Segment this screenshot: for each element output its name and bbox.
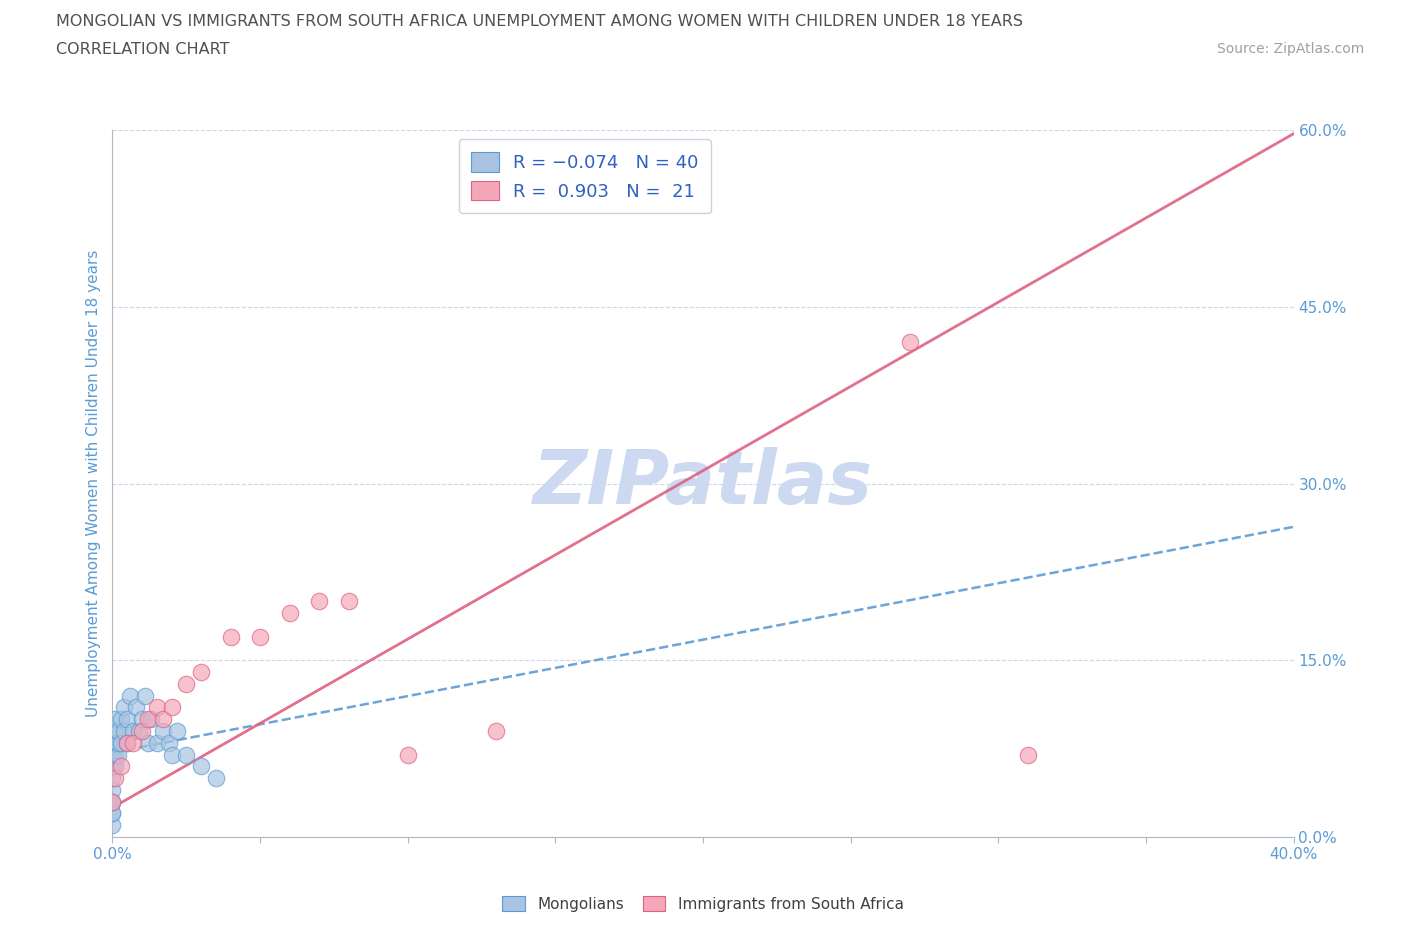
Point — [337, 594, 360, 609]
Point — [112, 700, 135, 715]
Text: ZIPatlas: ZIPatlas — [533, 447, 873, 520]
Point — [174, 676, 197, 691]
Point — [898, 335, 921, 350]
Point — [396, 747, 419, 762]
Point — [107, 736, 129, 751]
Point — [110, 711, 132, 726]
Point — [101, 794, 124, 809]
Point — [136, 711, 159, 726]
Point — [101, 794, 124, 809]
Point — [117, 736, 138, 751]
Point — [160, 747, 183, 762]
Point — [117, 736, 138, 751]
Point — [101, 771, 124, 786]
Point — [157, 736, 180, 751]
Point — [104, 736, 127, 751]
Point — [117, 711, 138, 726]
Text: Source: ZipAtlas.com: Source: ZipAtlas.com — [1216, 42, 1364, 56]
Point — [131, 711, 153, 726]
Text: CORRELATION CHART: CORRELATION CHART — [56, 42, 229, 57]
Point — [166, 724, 188, 738]
Point — [101, 794, 124, 809]
Point — [104, 711, 127, 726]
Point — [104, 747, 127, 762]
Point — [160, 700, 183, 715]
Point — [104, 759, 127, 774]
Point — [101, 747, 124, 762]
Point — [101, 817, 124, 832]
Point — [1017, 747, 1039, 762]
Point — [190, 759, 212, 774]
Point — [134, 688, 156, 703]
Point — [104, 724, 127, 738]
Point — [152, 711, 174, 726]
Point — [139, 711, 162, 726]
Point — [174, 747, 197, 762]
Point — [122, 724, 145, 738]
Point — [101, 736, 124, 751]
Point — [110, 736, 132, 751]
Point — [101, 782, 124, 797]
Point — [101, 806, 124, 821]
Point — [278, 605, 301, 620]
Point — [249, 630, 271, 644]
Point — [107, 747, 129, 762]
Point — [110, 759, 132, 774]
Point — [131, 724, 153, 738]
Point — [122, 736, 145, 751]
Point — [219, 630, 242, 644]
Point — [101, 759, 124, 774]
Point — [107, 724, 129, 738]
Legend: R = −0.074   N = 40, R =  0.903   N =  21: R = −0.074 N = 40, R = 0.903 N = 21 — [458, 140, 711, 213]
Point — [485, 724, 508, 738]
Text: MONGOLIAN VS IMMIGRANTS FROM SOUTH AFRICA UNEMPLOYMENT AMONG WOMEN WITH CHILDREN: MONGOLIAN VS IMMIGRANTS FROM SOUTH AFRIC… — [56, 14, 1024, 29]
Point — [128, 724, 150, 738]
Point — [120, 688, 142, 703]
Y-axis label: Unemployment Among Women with Children Under 18 years: Unemployment Among Women with Children U… — [86, 250, 101, 717]
Point — [190, 665, 212, 680]
Point — [101, 806, 124, 821]
Point — [146, 700, 169, 715]
Point — [205, 771, 228, 786]
Point — [112, 724, 135, 738]
Point — [152, 724, 174, 738]
Point — [308, 594, 330, 609]
Point — [146, 736, 169, 751]
Point — [104, 771, 127, 786]
Point — [125, 700, 148, 715]
Point — [136, 736, 159, 751]
Legend: Mongolians, Immigrants from South Africa: Mongolians, Immigrants from South Africa — [496, 889, 910, 918]
